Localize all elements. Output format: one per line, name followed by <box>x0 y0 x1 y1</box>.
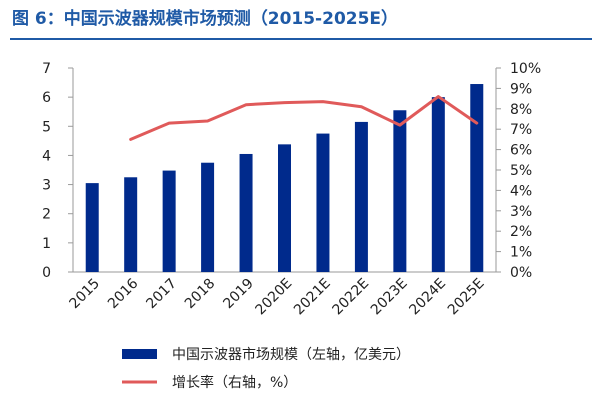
growth-rate-line <box>129 95 479 141</box>
bar-2025E <box>470 84 484 273</box>
right-axis-tick-label: 1% <box>510 245 532 261</box>
left-axis-tick-label: 1 <box>42 236 51 252</box>
right-axis-tick-label: 9% <box>510 81 532 97</box>
bar-2016 <box>124 177 138 272</box>
bar-2024E <box>431 97 445 273</box>
x-axis-tick-label: 2017 <box>143 276 180 313</box>
left-axis-tick-label: 6 <box>42 90 51 106</box>
legend-swatch-bar <box>122 349 157 359</box>
bar-2017 <box>162 170 176 272</box>
x-axis-tick-label: 2025E <box>445 276 488 319</box>
right-axis-tick-label: 6% <box>510 143 532 159</box>
right-axis-tick-label: 0% <box>510 265 532 281</box>
x-axis-tick-label: 2020E <box>253 276 296 319</box>
x-axis-tick-label: 2019 <box>220 276 257 313</box>
right-axis-tick-label: 4% <box>510 183 532 199</box>
x-axis-tick-label: 2015 <box>67 276 104 313</box>
right-axis-tick-label: 2% <box>510 224 532 240</box>
chart-title: 图 6：中国示波器规模市场预测（2015-2025E） <box>12 9 399 29</box>
line-series <box>129 95 479 141</box>
bar-2015 <box>85 183 99 272</box>
x-axis-tick-label: 2016 <box>105 275 142 312</box>
x-axis-tick-label: 2022E <box>329 276 372 319</box>
legend-label: 增长率（右轴，%） <box>172 374 297 391</box>
legend: 中国示波器市场规模（左轴，亿美元） 增长率（右轴，%） <box>122 346 410 391</box>
bar-2021E <box>316 133 330 272</box>
left-axis-tick-label: 5 <box>42 119 51 135</box>
title-divider <box>10 38 592 40</box>
right-axis-tick-label: 10% <box>510 61 541 77</box>
left-axis-tick-label: 3 <box>42 178 51 194</box>
bar-2023E <box>393 110 407 272</box>
x-axis-tick-label: 2018 <box>182 276 219 313</box>
left-axis-tick-label: 7 <box>42 61 51 77</box>
x-axis-tick-label: 2023E <box>368 276 411 319</box>
legend-label: 中国示波器市场规模（左轴，亿美元） <box>172 346 410 363</box>
bar-2020E <box>278 144 291 272</box>
x-axis-tick-label: 2024E <box>406 276 449 319</box>
bar-series <box>85 84 484 273</box>
left-axis-tick-label: 0 <box>42 265 51 281</box>
right-axis-tick-label: 7% <box>510 122 532 138</box>
bar-2022E <box>354 121 368 273</box>
x-axis-tick-label: 2021E <box>291 276 334 319</box>
bar-2019 <box>239 153 253 272</box>
bar-2018 <box>201 162 215 272</box>
right-axis-tick-label: 8% <box>510 102 532 118</box>
right-axis-tick-label: 3% <box>510 204 532 220</box>
right-axis-tick-label: 5% <box>510 163 532 179</box>
left-axis-tick-label: 2 <box>42 207 51 223</box>
left-axis-tick-label: 4 <box>42 148 51 164</box>
